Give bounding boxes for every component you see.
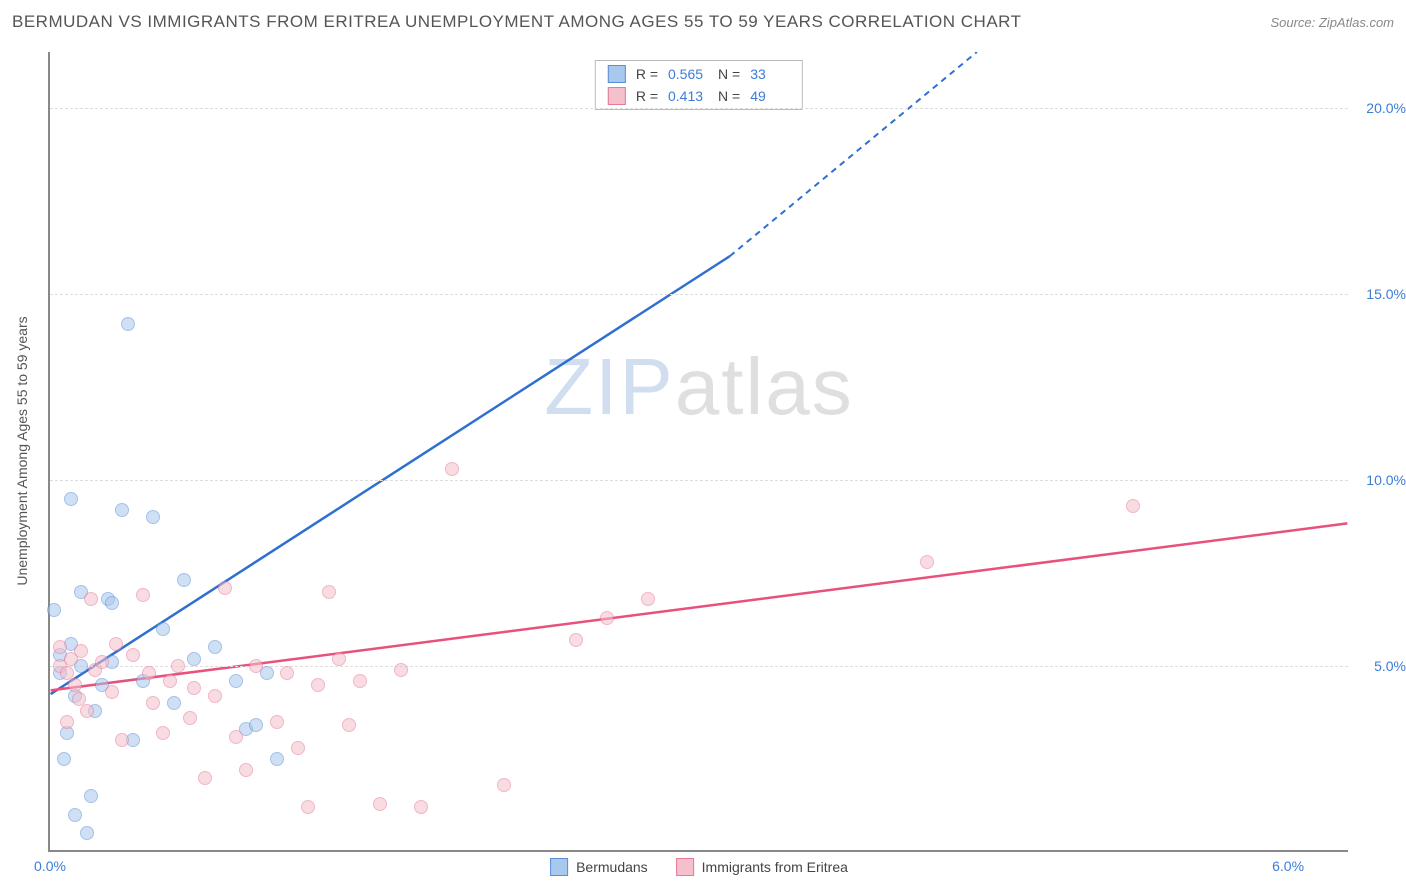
r-label: R = <box>636 66 658 82</box>
swatch-eritrea <box>608 87 626 105</box>
data-point-eritrea <box>84 592 98 606</box>
grid-line <box>50 294 1348 295</box>
data-point-eritrea <box>239 763 253 777</box>
data-point-eritrea <box>353 674 367 688</box>
n-value-bermudans: 33 <box>750 66 790 82</box>
data-point-eritrea <box>163 674 177 688</box>
x-tick-label: 6.0% <box>1272 858 1304 874</box>
y-tick-label: 5.0% <box>1354 658 1406 674</box>
data-point-eritrea <box>72 692 86 706</box>
legend-item-bermudans: Bermudans <box>550 858 648 876</box>
data-point-eritrea <box>171 659 185 673</box>
data-point-eritrea <box>342 718 356 732</box>
data-point-bermudans <box>249 718 263 732</box>
data-point-eritrea <box>270 715 284 729</box>
n-label: N = <box>718 66 740 82</box>
data-point-eritrea <box>95 655 109 669</box>
data-point-eritrea <box>105 685 119 699</box>
data-point-eritrea <box>569 633 583 647</box>
data-point-bermudans <box>146 510 160 524</box>
data-point-eritrea <box>373 797 387 811</box>
stats-legend: R = 0.565 N = 33 R = 0.413 N = 49 <box>595 60 803 110</box>
grid-line <box>50 666 1348 667</box>
data-point-eritrea <box>1126 499 1140 513</box>
grid-line <box>50 108 1348 109</box>
data-point-eritrea <box>74 644 88 658</box>
r-value-bermudans: 0.565 <box>668 66 708 82</box>
data-point-bermudans <box>47 603 61 617</box>
data-point-eritrea <box>280 666 294 680</box>
data-point-bermudans <box>64 492 78 506</box>
data-point-bermudans <box>208 640 222 654</box>
data-point-eritrea <box>68 678 82 692</box>
data-point-bermudans <box>229 674 243 688</box>
data-point-eritrea <box>80 704 94 718</box>
data-point-eritrea <box>414 800 428 814</box>
r-label: R = <box>636 88 658 104</box>
data-point-bermudans <box>187 652 201 666</box>
data-point-eritrea <box>311 678 325 692</box>
y-tick-label: 15.0% <box>1354 286 1406 302</box>
n-value-eritrea: 49 <box>750 88 790 104</box>
data-point-eritrea <box>291 741 305 755</box>
stats-row-bermudans: R = 0.565 N = 33 <box>596 63 802 85</box>
data-point-eritrea <box>641 592 655 606</box>
data-point-eritrea <box>322 585 336 599</box>
data-point-bermudans <box>121 317 135 331</box>
data-point-eritrea <box>146 696 160 710</box>
data-point-eritrea <box>142 666 156 680</box>
data-point-bermudans <box>68 808 82 822</box>
data-point-bermudans <box>105 596 119 610</box>
data-point-eritrea <box>126 648 140 662</box>
swatch-bermudans <box>550 858 568 876</box>
data-point-bermudans <box>115 503 129 517</box>
data-point-eritrea <box>208 689 222 703</box>
data-point-eritrea <box>301 800 315 814</box>
data-point-bermudans <box>156 622 170 636</box>
legend-label-eritrea: Immigrants from Eritrea <box>702 859 848 875</box>
data-point-bermudans <box>270 752 284 766</box>
legend-label-bermudans: Bermudans <box>576 859 648 875</box>
data-point-eritrea <box>136 588 150 602</box>
data-point-eritrea <box>183 711 197 725</box>
data-point-eritrea <box>60 715 74 729</box>
data-point-bermudans <box>57 752 71 766</box>
y-tick-label: 20.0% <box>1354 100 1406 116</box>
data-point-eritrea <box>218 581 232 595</box>
y-axis-title: Unemployment Among Ages 55 to 59 years <box>14 316 30 585</box>
r-value-eritrea: 0.413 <box>668 88 708 104</box>
grid-line <box>50 480 1348 481</box>
watermark: ZIPatlas <box>544 341 853 433</box>
data-point-eritrea <box>600 611 614 625</box>
data-point-eritrea <box>394 663 408 677</box>
data-point-eritrea <box>249 659 263 673</box>
data-point-eritrea <box>115 733 129 747</box>
data-point-eritrea <box>497 778 511 792</box>
swatch-eritrea <box>676 858 694 876</box>
data-point-eritrea <box>109 637 123 651</box>
chart-title: BERMUDAN VS IMMIGRANTS FROM ERITREA UNEM… <box>12 12 1022 32</box>
data-point-eritrea <box>156 726 170 740</box>
legend-item-eritrea: Immigrants from Eritrea <box>676 858 848 876</box>
data-point-eritrea <box>445 462 459 476</box>
source-label: Source: ZipAtlas.com <box>1270 15 1394 30</box>
data-point-eritrea <box>198 771 212 785</box>
data-point-bermudans <box>80 826 94 840</box>
data-point-eritrea <box>920 555 934 569</box>
data-point-eritrea <box>332 652 346 666</box>
data-point-eritrea <box>187 681 201 695</box>
stats-row-eritrea: R = 0.413 N = 49 <box>596 85 802 107</box>
n-label: N = <box>718 88 740 104</box>
data-point-bermudans <box>167 696 181 710</box>
scatter-plot: Unemployment Among Ages 55 to 59 years Z… <box>48 52 1348 852</box>
data-point-bermudans <box>84 789 98 803</box>
y-tick-label: 10.0% <box>1354 472 1406 488</box>
x-tick-label: 0.0% <box>34 858 66 874</box>
swatch-bermudans <box>608 65 626 83</box>
data-point-eritrea <box>53 640 67 654</box>
data-point-bermudans <box>177 573 191 587</box>
series-legend: Bermudans Immigrants from Eritrea <box>550 858 848 876</box>
data-point-eritrea <box>229 730 243 744</box>
